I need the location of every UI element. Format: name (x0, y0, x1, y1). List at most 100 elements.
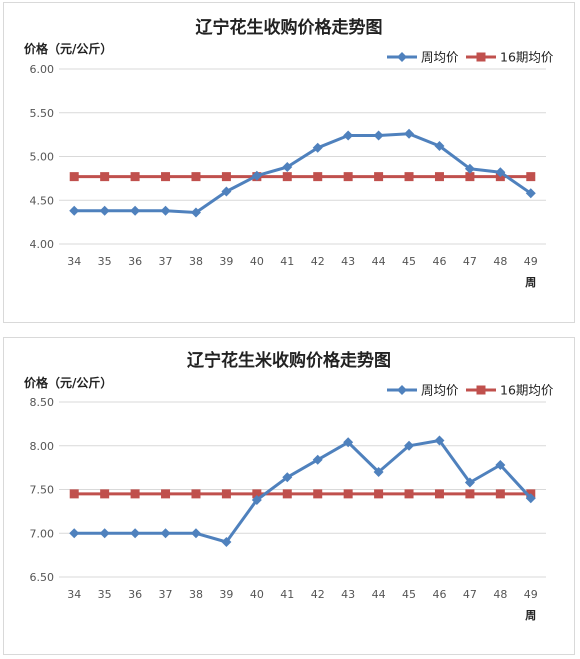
data-point-weekly (343, 437, 354, 448)
x-tick-label: 44 (372, 588, 386, 601)
x-tick-label: 43 (341, 588, 355, 601)
x-tick-label: 37 (159, 588, 173, 601)
y-tick-label: 6.50 (30, 571, 55, 584)
data-point-weekly (221, 186, 232, 197)
x-tick-label: 36 (128, 255, 142, 268)
legend-label-average: 16期均价 (500, 50, 554, 65)
data-point-weekly (312, 142, 323, 153)
y-tick-label: 5.50 (30, 107, 55, 120)
data-point-average (526, 172, 536, 182)
x-tick-label: 44 (372, 255, 386, 268)
data-point-average (282, 172, 292, 182)
data-point-average (191, 172, 201, 182)
data-point-average (282, 489, 292, 499)
x-tick-label: 47 (463, 588, 477, 601)
data-point-average (313, 172, 323, 182)
x-tick-label: 40 (250, 588, 264, 601)
data-point-weekly (69, 528, 80, 539)
data-point-weekly (130, 205, 141, 216)
legend-marker-average (476, 385, 486, 395)
x-tick-label: 47 (463, 255, 477, 268)
data-point-weekly (130, 528, 141, 539)
x-tick-label: 45 (402, 588, 416, 601)
y-axis-label: 价格（元/公斤） (24, 375, 112, 390)
x-tick-label: 34 (67, 255, 81, 268)
data-point-weekly (282, 472, 293, 483)
x-tick-label: 36 (128, 588, 142, 601)
data-point-weekly (464, 477, 475, 488)
y-tick-label: 4.00 (30, 238, 55, 251)
data-point-average (434, 172, 444, 182)
data-point-weekly (69, 205, 80, 216)
data-point-weekly (99, 528, 110, 539)
data-point-weekly (251, 495, 262, 505)
x-tick-label: 49 (524, 588, 538, 601)
x-tick-label: 35 (98, 255, 112, 268)
y-tick-label: 8.50 (30, 396, 55, 409)
y-tick-label: 7.00 (30, 527, 55, 540)
x-tick-label: 45 (402, 255, 416, 268)
data-point-average (100, 172, 110, 182)
data-point-weekly (525, 188, 536, 199)
legend-label-weekly: 周均价 (421, 50, 459, 65)
data-point-weekly (160, 528, 171, 539)
data-point-average (343, 489, 353, 499)
data-point-weekly (495, 167, 506, 178)
x-tick-label: 35 (98, 588, 112, 601)
data-point-average (130, 489, 140, 499)
chart-panel-peanut-kernel: 辽宁花生米收购价格走势图 价格（元/公斤） 6.50 7.00 7.50 8.00 8.50… (3, 337, 575, 655)
x-tick-label: 42 (311, 588, 325, 601)
data-point-average (495, 489, 505, 499)
y-axis-label: 价格（元/公斤） (24, 41, 112, 56)
x-tick-label: 48 (493, 588, 507, 601)
series-line-weekly (74, 439, 532, 544)
data-point-average (100, 489, 110, 499)
legend-label-average: 16期均价 (500, 383, 554, 398)
x-tick-label: 46 (432, 588, 446, 601)
legend-marker-average (476, 52, 486, 62)
x-tick-label: 41 (280, 588, 294, 601)
data-point-weekly (434, 141, 445, 151)
legend-marker-weekly (397, 385, 407, 395)
data-point-average (343, 172, 353, 182)
data-point-weekly (312, 454, 323, 465)
data-point-weekly (434, 435, 445, 446)
data-point-average (161, 172, 171, 182)
data-point-weekly (373, 467, 384, 477)
data-point-average (221, 172, 231, 182)
data-point-weekly (404, 128, 415, 139)
data-point-average (374, 489, 384, 499)
data-point-average (313, 489, 323, 499)
data-point-weekly (404, 440, 415, 451)
data-point-average (161, 489, 171, 499)
data-point-average (69, 489, 79, 499)
x-tick-label: 43 (341, 255, 355, 268)
data-point-average (374, 172, 384, 182)
legend-label-weekly: 周均价 (421, 383, 459, 398)
series-line-weekly (74, 132, 532, 214)
data-point-weekly (221, 537, 232, 547)
data-point-average (465, 172, 475, 182)
data-point-weekly (282, 162, 293, 172)
data-point-weekly (190, 207, 201, 218)
data-point-average (404, 489, 414, 499)
data-point-weekly (160, 205, 171, 216)
x-tick-label: 38 (189, 588, 203, 601)
x-tick-label: 42 (311, 255, 325, 268)
data-point-average (252, 489, 262, 499)
data-point-average (69, 172, 79, 182)
data-point-weekly (464, 163, 475, 174)
x-axis-label: 周 (525, 609, 536, 622)
data-point-average (221, 489, 231, 499)
x-tick-label: 49 (524, 255, 538, 268)
x-tick-label: 46 (432, 255, 446, 268)
data-point-average (191, 489, 201, 499)
x-axis-label: 周 (525, 276, 536, 289)
x-tick-label: 39 (219, 255, 233, 268)
data-point-average (404, 172, 414, 182)
data-point-average (434, 489, 444, 499)
chart-title: 辽宁花生米收购价格走势图 (187, 350, 391, 371)
data-point-weekly (495, 460, 506, 470)
